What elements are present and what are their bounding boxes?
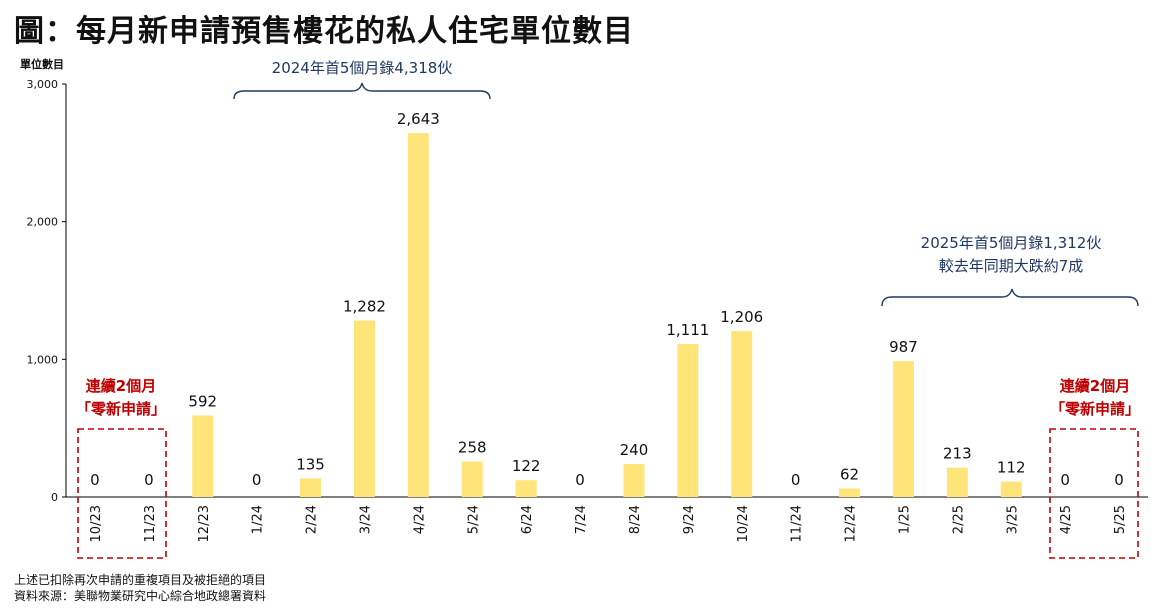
x-tick-label: 1/24 (251, 505, 266, 534)
x-tick-label: 1/25 (897, 505, 912, 534)
bracket-2024 (233, 82, 491, 100)
bar-chart: 單位數目 0 1,000 2,000 3,000 0 0 592 0 135 1,282 2,64… (20, 57, 1148, 559)
bar (946, 467, 968, 497)
bar (1000, 481, 1022, 497)
data-label: 135 (296, 455, 325, 473)
bar (353, 320, 375, 497)
zero-box-right-line2: 「零新申請」 (1050, 400, 1140, 418)
bar (677, 344, 699, 497)
footnote-line1: 上述已扣除再次申請的重複項目及被拒絕的項目 (14, 573, 267, 587)
data-label: 0 (1060, 471, 1070, 489)
bar (731, 330, 753, 497)
x-tick-label: 11/24 (790, 505, 805, 542)
data-label: 987 (889, 338, 918, 356)
zero-box-left-line1: 連續2個月 (86, 377, 156, 395)
bracket-2025-label-line1: 2025年首5個月錄1,312伙 (921, 234, 1102, 252)
data-label: 0 (90, 471, 100, 489)
bar (515, 480, 537, 497)
y-axis-label: 單位數目 (20, 57, 64, 71)
footnote-line2: 資料來源：美聯物業研究中心綜合地政總署資料 (14, 589, 267, 603)
x-tick-label: 11/23 (143, 505, 158, 542)
data-label: 213 (943, 445, 972, 463)
x-tick-label: 4/25 (1059, 505, 1074, 534)
data-label: 1,206 (720, 308, 763, 326)
bracket-2025-label-line2: 較去年同期大跌約7成 (939, 257, 1084, 275)
data-label: 258 (458, 438, 487, 456)
y-axis: 0 1,000 2,000 3,000 (27, 78, 1148, 504)
zero-box-left (77, 428, 167, 559)
data-label: 1,282 (343, 298, 386, 316)
bars (192, 133, 1022, 497)
x-tick-label: 6/24 (520, 505, 535, 534)
bar (839, 488, 861, 497)
bar (623, 463, 645, 497)
data-label: 0 (1114, 471, 1124, 489)
bar (892, 361, 914, 497)
x-tick-label: 3/24 (358, 505, 373, 534)
x-tick-labels: 10/23 11/23 12/23 1/24 2/24 3/24 4/24 5/24 6/24 7… (89, 505, 1128, 542)
data-label: 1,111 (666, 321, 709, 339)
data-label: 122 (512, 457, 541, 475)
bar (192, 415, 214, 497)
zero-box-right-line1: 連續2個月 (1060, 377, 1130, 395)
data-label: 2,643 (397, 110, 440, 128)
data-label: 0 (575, 471, 585, 489)
data-label: 0 (791, 471, 801, 489)
x-tick-label: 3/25 (1005, 505, 1020, 534)
bar (461, 461, 483, 497)
y-tick-label: 1,000 (27, 353, 59, 366)
data-label: 0 (252, 471, 262, 489)
bracket-2024-label: 2024年首5個月錄4,318伙 (272, 59, 453, 77)
bracket-2025 (881, 288, 1139, 307)
zero-box-left-line2: 「零新申請」 (76, 400, 166, 418)
y-tick-label: 0 (51, 491, 58, 504)
bar (407, 133, 429, 497)
chart-title: 圖：每月新申請預售樓花的私人住宅單位數目 (14, 14, 634, 49)
x-tick-label: 2/24 (305, 505, 320, 534)
y-tick-label: 3,000 (27, 78, 59, 91)
data-labels: 0 0 592 0 135 1,282 2,643 258 122 0 240 1,111 1,206 0… (90, 110, 1124, 489)
x-tick-label: 8/24 (628, 505, 643, 534)
x-tick-label: 2/25 (951, 505, 966, 534)
x-tick-label: 7/24 (574, 505, 589, 534)
y-tick-label: 2,000 (27, 216, 59, 229)
data-label: 112 (997, 459, 1026, 477)
x-tick-label: 12/23 (197, 505, 212, 542)
zero-box-right (1049, 428, 1139, 559)
x-tick-label: 9/24 (682, 505, 697, 534)
data-label: 62 (840, 465, 859, 483)
x-tick-label: 12/24 (844, 505, 859, 542)
x-tick-label: 5/24 (466, 505, 481, 534)
footnotes: 上述已扣除再次申請的重複項目及被拒絕的項目 資料來源：美聯物業研究中心綜合地政總… (14, 572, 266, 604)
x-tick-label: 10/24 (736, 505, 751, 542)
data-label: 0 (144, 471, 154, 489)
bar (300, 478, 322, 497)
x-tick-label: 4/24 (412, 505, 427, 534)
data-label: 592 (188, 393, 217, 411)
data-label: 240 (620, 441, 649, 459)
x-tick-label: 10/23 (89, 505, 104, 542)
x-tick-label: 5/25 (1113, 505, 1128, 534)
